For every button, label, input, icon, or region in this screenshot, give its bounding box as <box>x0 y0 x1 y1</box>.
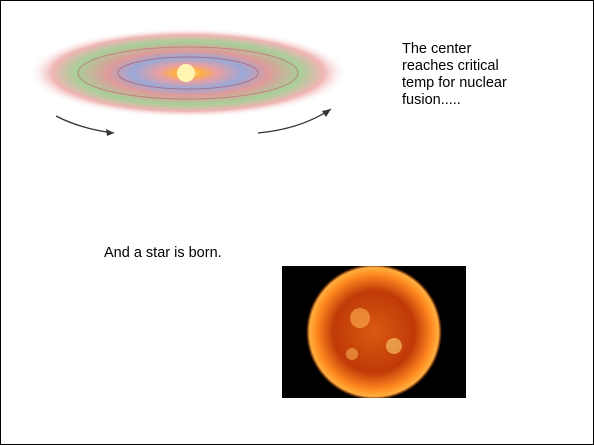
accretion-disk-image <box>26 21 366 141</box>
caption-line: temp for nuclear <box>402 75 507 92</box>
caption-line: The center <box>402 41 507 58</box>
slide: The center reaches critical temp for nuc… <box>0 0 594 445</box>
caption: The center reaches critical temp for nuc… <box>402 41 507 109</box>
caption-line: reaches critical <box>402 58 507 75</box>
subcaption: And a star is born. <box>104 245 222 261</box>
caption-line: fusion..... <box>402 92 507 109</box>
sun-image <box>282 266 466 398</box>
